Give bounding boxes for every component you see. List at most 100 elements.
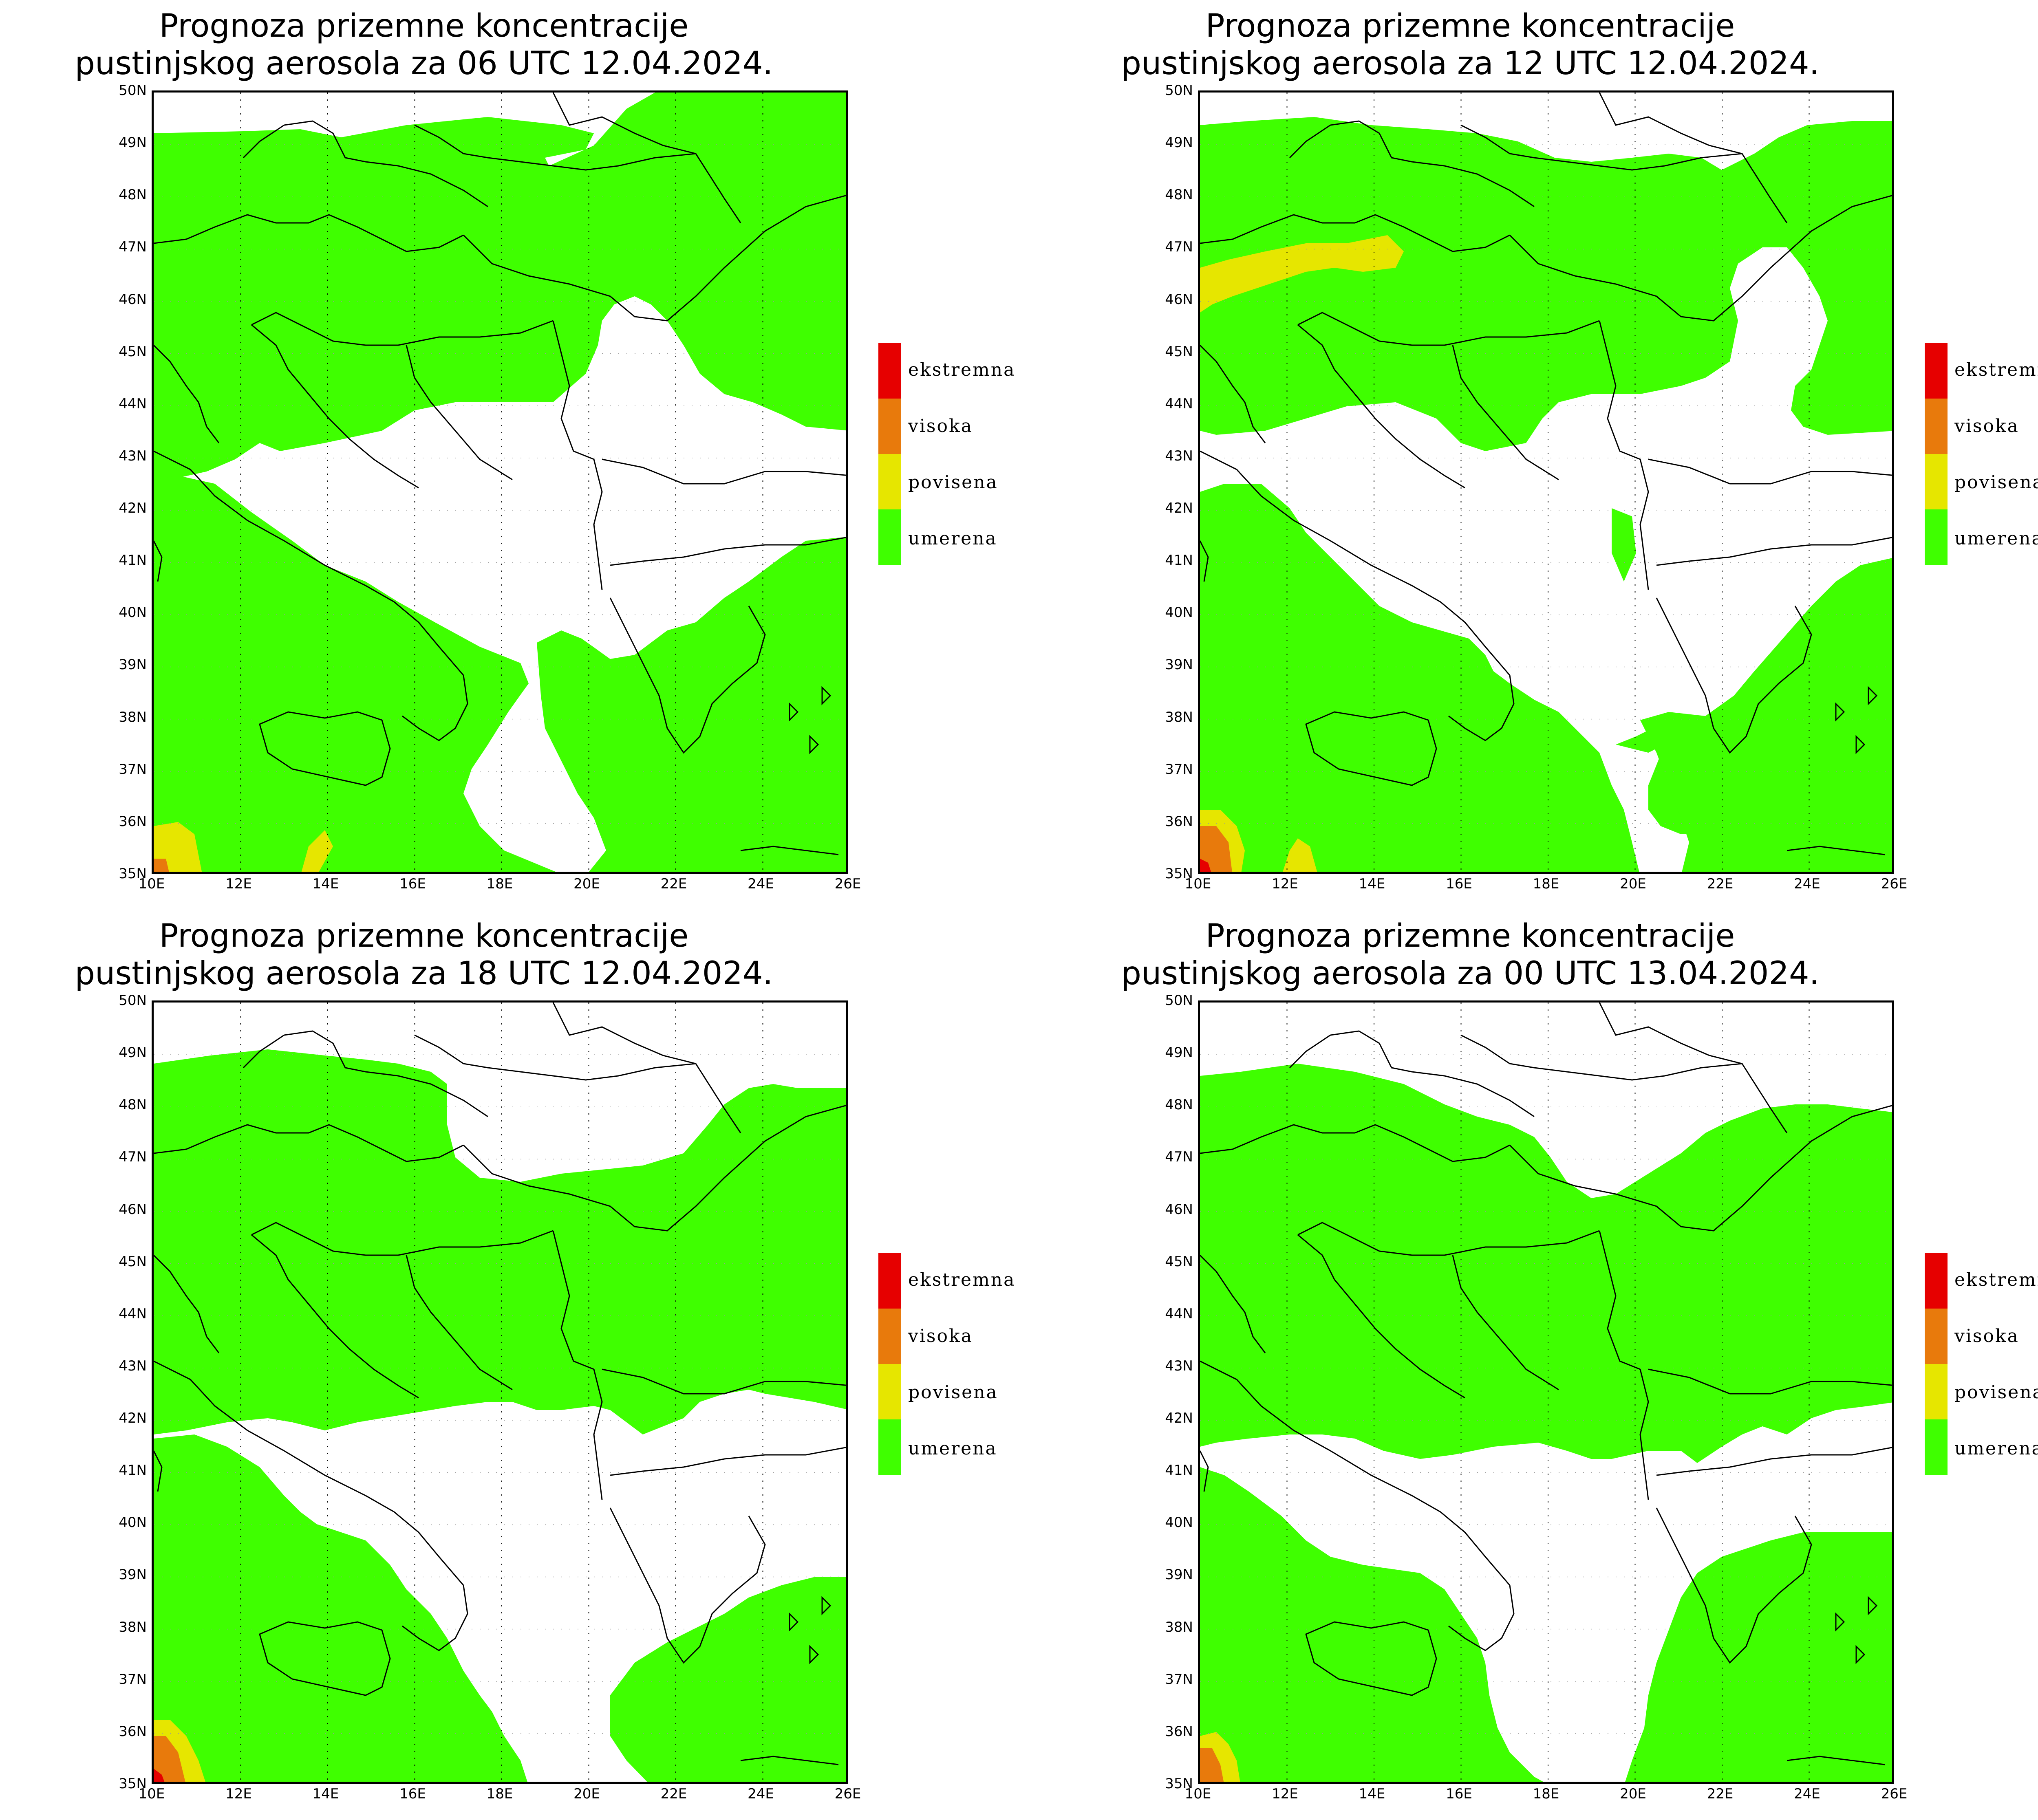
lat-tick-label: 41N <box>119 552 147 569</box>
legend-label: visoka <box>908 416 973 436</box>
lat-tick-label: 47N <box>119 239 147 256</box>
map-svg <box>154 93 846 872</box>
legend-swatch <box>1925 454 1948 509</box>
panel-title-line1: Prognoza prizemne koncentracije <box>159 918 689 954</box>
umerena-area <box>154 663 199 810</box>
legend-label: visoka <box>1954 416 2019 436</box>
legend-swatch <box>878 1253 901 1309</box>
lat-tick-label: 44N <box>1165 395 1193 412</box>
panel-title-line1: Prognoza prizemne koncentracije <box>1205 918 1735 954</box>
map-svg <box>154 1003 846 1782</box>
legend-swatch <box>878 399 901 454</box>
legend-label: umerena <box>908 1438 997 1459</box>
visoka-area <box>154 859 169 872</box>
lat-tick-label: 47N <box>1165 239 1193 256</box>
lat-tick-label: 46N <box>1165 291 1193 308</box>
legend-label: povisena <box>908 472 998 493</box>
lat-tick-label: 41N <box>1165 1462 1193 1479</box>
legend-swatch <box>878 1419 901 1475</box>
lat-tick-label: 42N <box>119 1410 147 1427</box>
ekstremna-area <box>154 1769 165 1782</box>
map-plot <box>1198 1000 1894 1784</box>
lat-tick-label: 39N <box>119 1567 147 1583</box>
lon-tick-label: 14E <box>312 1786 339 1802</box>
map-svg <box>1200 93 1892 872</box>
forecast-panel: Prognoza prizemne koncentracije pustinjsk… <box>0 0 1046 910</box>
legend-label: povisena <box>908 1382 998 1403</box>
lat-tick-label: 37N <box>119 1671 147 1688</box>
lat-tick-label: 43N <box>119 1357 147 1374</box>
lat-tick-label: 46N <box>1165 1201 1193 1218</box>
lon-tick-label: 14E <box>1359 1786 1385 1802</box>
lon-tick-label: 14E <box>312 876 339 892</box>
lat-tick-label: 40N <box>119 1514 147 1531</box>
povisena-area <box>301 830 333 872</box>
legend-swatch <box>1925 509 1948 565</box>
lat-tick-label: 42N <box>119 500 147 517</box>
legend-label: ekstremna <box>1954 1269 2038 1290</box>
legend-swatch <box>878 343 901 399</box>
legend-swatch <box>878 454 901 509</box>
lat-tick-label: 40N <box>1165 1514 1193 1531</box>
lat-tick-label: 39N <box>119 657 147 673</box>
lat-tick-label: 36N <box>1165 813 1193 830</box>
lon-tick-label: 22E <box>660 876 687 892</box>
lon-tick-label: 24E <box>748 1786 774 1802</box>
lat-tick-label: 43N <box>1165 447 1193 464</box>
lon-tick-label: 10E <box>1184 1786 1211 1802</box>
lon-tick-label: 20E <box>573 1786 600 1802</box>
lat-tick-label: 50N <box>1165 82 1193 99</box>
panel-title-line1: Prognoza prizemne koncentracije <box>159 8 689 44</box>
lon-tick-label: 26E <box>1881 1786 1908 1802</box>
umerena-area <box>1612 508 1636 582</box>
lat-tick-label: 36N <box>1165 1723 1193 1740</box>
legend-swatch <box>878 1364 901 1419</box>
legend-label: umerena <box>908 528 997 549</box>
lat-tick-label: 37N <box>1165 761 1193 778</box>
legend-label: ekstremna <box>1954 359 2038 380</box>
lat-tick-label: 46N <box>119 291 147 308</box>
lat-tick-label: 42N <box>1165 1410 1193 1427</box>
panel-title-line2: pustinjskog aerosola za 06 UTC 12.04.202… <box>75 45 773 82</box>
lat-tick-label: 45N <box>119 343 147 360</box>
umerena-area <box>1200 484 1639 872</box>
panel-title-line1: Prognoza prizemne koncentracije <box>1205 8 1735 44</box>
lat-tick-label: 47N <box>119 1149 147 1166</box>
lat-tick-label: 43N <box>119 447 147 464</box>
lat-tick-label: 48N <box>1165 1097 1193 1113</box>
lon-tick-label: 24E <box>1794 876 1820 892</box>
umerena-area <box>537 537 846 872</box>
lat-tick-label: 43N <box>1165 1357 1193 1374</box>
lat-tick-label: 50N <box>119 992 147 1009</box>
lat-tick-label: 44N <box>119 395 147 412</box>
legend-label: visoka <box>1954 1326 2019 1346</box>
lon-tick-label: 12E <box>1272 876 1298 892</box>
umerena-area <box>154 1049 846 1434</box>
umerena-area <box>1200 1467 1543 1782</box>
lat-tick-label: 48N <box>119 187 147 203</box>
legend-swatch <box>1925 1364 1948 1419</box>
lon-tick-label: 22E <box>660 1786 687 1802</box>
lat-tick-label: 37N <box>119 761 147 778</box>
lon-tick-label: 22E <box>1707 876 1734 892</box>
lat-tick-label: 48N <box>1165 187 1193 203</box>
povisena-area <box>1200 235 1404 313</box>
lon-tick-label: 18E <box>1533 1786 1559 1802</box>
forecast-panel: Prognoza prizemne koncentracije pustinjsk… <box>0 910 1046 1820</box>
umerena-area <box>610 1577 846 1782</box>
umerena-area <box>154 476 556 872</box>
legend-label: ekstremna <box>908 359 1016 380</box>
lat-tick-label: 44N <box>1165 1305 1193 1322</box>
lon-tick-label: 16E <box>1446 876 1472 892</box>
lat-tick-label: 38N <box>119 1619 147 1635</box>
lat-tick-label: 35N <box>119 866 147 882</box>
lat-tick-label: 50N <box>119 82 147 99</box>
map-plot <box>1198 90 1894 874</box>
map-svg <box>1200 1003 1892 1782</box>
lat-tick-label: 35N <box>1165 866 1193 882</box>
lat-tick-label: 46N <box>119 1201 147 1218</box>
lon-tick-label: 26E <box>1881 876 1908 892</box>
lat-tick-label: 45N <box>1165 343 1193 360</box>
legend-swatch <box>878 509 901 565</box>
legend-swatch <box>1925 1253 1948 1309</box>
